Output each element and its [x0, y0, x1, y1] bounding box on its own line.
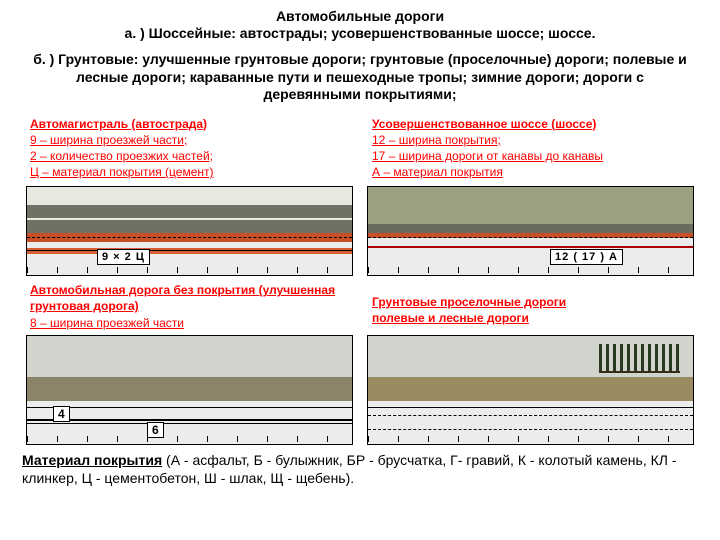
footer-underline: Материал покрытия: [22, 452, 162, 468]
map-plate-sm: 4: [53, 406, 70, 422]
map-plate: 12 ( 17 ) А: [550, 249, 623, 265]
legend-row-2: Автомобильная дорога без покрытия (улучш…: [20, 282, 700, 331]
legend-left: Автомагистраль (автострада) 9 – ширина п…: [30, 116, 348, 181]
legend-right: Усовершенствованное шоссе (шоссе) 12 – ш…: [372, 116, 690, 181]
subtitle-b: б. ) Грунтовые: улучшенные грунтовые дор…: [20, 51, 700, 104]
illustration-row-1: 9 × 2 Ц 12 ( 17 ) А: [20, 186, 700, 276]
legend-line: Ц – материал покрытия (цемент): [30, 164, 348, 180]
legend-line: 17 – ширина дороги от канавы до канавы: [372, 148, 690, 164]
map-plate: 9 × 2 Ц: [97, 249, 150, 265]
legend-line: 12 – ширина покрытия;: [372, 132, 690, 148]
illustration-dirt-road: 4 6: [26, 335, 353, 445]
legend-row-1: Автомагистраль (автострада) 9 – ширина п…: [20, 116, 700, 181]
legend-line: 9 – ширина проезжей части;: [30, 132, 348, 148]
legend-right-2: Грунтовые проселочные дороги полевые и л…: [372, 282, 690, 331]
heading-autostrada: Автомагистраль (автострада): [30, 116, 348, 132]
heading-prosel: Грунтовые проселочные дороги: [372, 294, 690, 310]
page-title: Автомобильные дороги: [20, 8, 700, 24]
heading-grunt-improved: Автомобильная дорога без покрытия (улучш…: [30, 282, 348, 314]
heading-shosse: Усовершенствованное шоссе (шоссе): [372, 116, 690, 132]
legend-left-2: Автомобильная дорога без покрытия (улучш…: [30, 282, 348, 331]
legend-line: 8 – ширина проезжей части: [30, 315, 348, 331]
illustration-row-2: 4 6: [20, 335, 700, 445]
map-plate-sm: 6: [147, 422, 164, 438]
illustration-shosse: 12 ( 17 ) А: [367, 186, 694, 276]
heading-forest: полевые и лесные дороги: [372, 310, 690, 326]
illustration-autostrada: 9 × 2 Ц: [26, 186, 353, 276]
subtitle-a: а. ) Шоссейные: автострады; усовершенств…: [20, 25, 700, 41]
illustration-forest-road: [367, 335, 694, 445]
legend-line: 2 – количество проезжих частей;: [30, 148, 348, 164]
legend-line: А – материал покрытия: [372, 164, 690, 180]
footer-legend: Материал покрытия (А - асфальт, Б - булы…: [20, 451, 700, 487]
trees-icon: [599, 344, 680, 372]
